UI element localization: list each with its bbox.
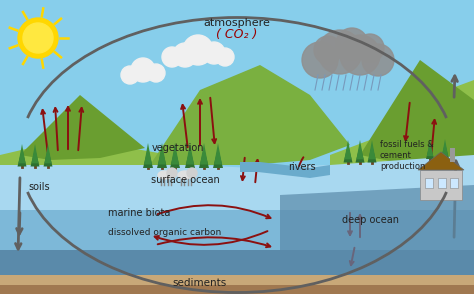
Polygon shape — [345, 140, 352, 159]
Polygon shape — [442, 139, 448, 156]
Circle shape — [147, 64, 165, 82]
Polygon shape — [18, 148, 27, 166]
Circle shape — [340, 35, 380, 75]
Text: dissolved organic carbon: dissolved organic carbon — [108, 228, 221, 237]
Polygon shape — [0, 210, 474, 250]
Polygon shape — [344, 144, 353, 163]
Polygon shape — [18, 144, 26, 163]
Text: fossil fuels &
cement
production: fossil fuels & cement production — [380, 140, 434, 171]
Polygon shape — [0, 250, 474, 285]
Polygon shape — [143, 148, 153, 168]
Polygon shape — [368, 140, 375, 159]
Polygon shape — [20, 95, 145, 160]
Polygon shape — [186, 143, 194, 165]
Ellipse shape — [158, 171, 172, 179]
Circle shape — [302, 42, 338, 78]
Polygon shape — [45, 144, 52, 163]
Polygon shape — [330, 80, 474, 294]
Polygon shape — [367, 144, 376, 163]
FancyBboxPatch shape — [420, 170, 462, 200]
Polygon shape — [150, 65, 350, 165]
Polygon shape — [185, 148, 195, 168]
Circle shape — [362, 44, 394, 76]
Polygon shape — [199, 148, 209, 168]
Text: marine biota: marine biota — [108, 208, 170, 218]
Polygon shape — [144, 143, 152, 165]
Polygon shape — [426, 143, 434, 159]
FancyBboxPatch shape — [0, 275, 474, 294]
Polygon shape — [158, 143, 166, 165]
Circle shape — [336, 28, 368, 60]
Circle shape — [356, 34, 384, 62]
Text: soils: soils — [28, 182, 50, 192]
Ellipse shape — [178, 171, 192, 179]
FancyBboxPatch shape — [450, 148, 455, 162]
Text: atmosphere: atmosphere — [203, 18, 271, 28]
Circle shape — [23, 23, 53, 53]
Polygon shape — [240, 162, 330, 178]
Polygon shape — [157, 148, 167, 168]
Circle shape — [216, 48, 234, 66]
Text: deep ocean: deep ocean — [342, 215, 399, 225]
Text: ( CO₂ ): ( CO₂ ) — [216, 28, 258, 41]
Circle shape — [314, 36, 342, 64]
Polygon shape — [356, 140, 364, 159]
Polygon shape — [31, 144, 38, 163]
Circle shape — [318, 30, 362, 74]
FancyBboxPatch shape — [438, 178, 446, 188]
Polygon shape — [0, 148, 200, 294]
Polygon shape — [360, 60, 474, 180]
Polygon shape — [427, 139, 433, 156]
Circle shape — [131, 58, 155, 82]
Text: vegetation: vegetation — [152, 143, 204, 153]
Text: rivers: rivers — [288, 162, 316, 172]
Polygon shape — [418, 152, 464, 170]
Polygon shape — [213, 148, 223, 168]
Polygon shape — [0, 155, 474, 210]
Polygon shape — [44, 148, 53, 166]
Text: sediments: sediments — [173, 278, 227, 288]
Circle shape — [173, 43, 197, 67]
FancyBboxPatch shape — [425, 178, 433, 188]
Polygon shape — [356, 144, 365, 163]
Text: surface ocean: surface ocean — [151, 175, 219, 185]
Circle shape — [183, 35, 213, 65]
Polygon shape — [171, 143, 179, 165]
Polygon shape — [30, 148, 39, 166]
Circle shape — [187, 168, 197, 178]
FancyBboxPatch shape — [0, 285, 474, 294]
Polygon shape — [441, 143, 449, 159]
Circle shape — [162, 47, 182, 67]
Polygon shape — [280, 185, 474, 275]
Polygon shape — [200, 143, 208, 165]
FancyBboxPatch shape — [450, 178, 458, 188]
Circle shape — [18, 18, 58, 58]
Polygon shape — [214, 143, 222, 165]
Circle shape — [121, 66, 139, 84]
Circle shape — [203, 42, 225, 64]
Circle shape — [167, 168, 177, 178]
Polygon shape — [170, 148, 180, 168]
